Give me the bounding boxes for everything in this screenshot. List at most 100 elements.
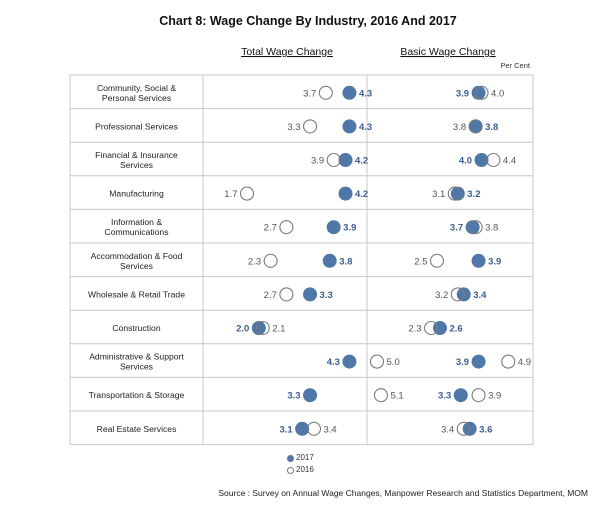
dot-2017-basic	[465, 220, 480, 235]
value-label-2016-basic: 4.4	[503, 156, 516, 167]
chart-title: Chart 8: Wage Change By Industry, 2016 A…	[159, 14, 457, 28]
dot-2017-basic	[471, 253, 486, 268]
legend-marker-2016	[287, 466, 294, 474]
legend-item-2017: 2017	[287, 452, 314, 464]
dot-2017-total	[342, 119, 357, 134]
value-label-2016-total: 3.4	[323, 424, 336, 435]
value-label-2017-total: 3.8	[339, 256, 352, 267]
dot-2017-basic	[456, 287, 471, 302]
dot-2016-basic	[429, 253, 445, 268]
value-label-2017-basic: 3.8	[485, 122, 498, 133]
value-label-2016-basic: 3.8	[485, 223, 498, 234]
category-label: Accommodation & Food Services	[91, 251, 183, 271]
dot-2017-total	[322, 253, 337, 268]
dot-2016-total	[263, 253, 278, 268]
dot-2016-total	[369, 354, 385, 369]
value-label-2017-basic: 3.6	[479, 424, 492, 435]
dot-2017-total	[338, 153, 353, 167]
dot-2016-basic	[447, 186, 462, 201]
table-border	[69, 74, 534, 446]
unit-label: Per Cent	[500, 61, 531, 70]
category-label: Construction	[112, 323, 160, 333]
dot-2016-basic	[424, 320, 439, 336]
value-label-2017-total: 4.3	[359, 88, 372, 99]
legend-label-2017: 2017	[296, 453, 314, 462]
value-label-2016-total: 1.7	[224, 189, 237, 200]
value-label-2017-total: 4.3	[327, 357, 340, 368]
category-label: Wholesale & Retail Trade	[88, 289, 185, 299]
dot-2017-total	[326, 220, 341, 235]
category-label: Real Estate Services	[97, 424, 177, 434]
dot-2016-total	[255, 320, 270, 336]
dot-2016-total	[239, 186, 255, 201]
dot-2017-total	[295, 421, 310, 436]
source-note: Source : Survey on Annual Wage Changes, …	[218, 488, 588, 498]
dot-2016-basic	[450, 287, 465, 302]
panel-heading-basic: Basic Wage Change	[400, 46, 495, 58]
value-label-2017-total: 2.0	[236, 324, 249, 335]
dot-2016-basic	[501, 354, 516, 369]
category-label: Information & Communications	[105, 217, 169, 237]
value-label-2016-basic: 4.9	[518, 357, 531, 368]
value-label-2016-basic: 3.9	[488, 391, 501, 402]
value-label-2016-basic: 3.1	[432, 189, 445, 200]
category-label: Administrative & Support Services	[89, 352, 184, 372]
category-label: Transportation & Storage	[89, 390, 185, 400]
value-label-2016-total: 2.1	[272, 324, 285, 335]
value-label-2017-total: 3.3	[320, 290, 333, 301]
dot-2016-basic	[471, 388, 486, 403]
dot-2016-total	[302, 119, 318, 134]
value-label-2017-basic: 3.2	[467, 189, 480, 200]
dot-2016-basic	[468, 220, 483, 235]
value-label-2017-basic: 3.7	[450, 223, 463, 234]
value-label-2017-basic: 3.9	[488, 256, 501, 267]
dot-2017-basic	[450, 186, 465, 201]
value-label-2017-basic: 3.3	[438, 391, 451, 402]
value-label-2017-total: 3.1	[279, 424, 293, 435]
category-label: Financial & Insurance Services	[95, 150, 178, 170]
legend-item-2016: 2016	[287, 464, 314, 476]
dot-2017-total	[342, 354, 357, 369]
value-label-2017-total: 4.3	[359, 122, 372, 133]
dot-2017-total	[303, 287, 318, 302]
dot-2016-total	[279, 287, 294, 302]
value-label-2017-basic: 3.9	[456, 357, 469, 368]
dot-2017-total	[338, 186, 353, 201]
dot-2016-total	[373, 388, 389, 403]
category-label: Community, Social & Personal Services	[97, 83, 176, 103]
category-label: Professional Services	[95, 121, 178, 131]
value-label-2017-basic: 3.9	[456, 88, 469, 99]
panel-heading-total: Total Wage Change	[241, 46, 333, 58]
value-label-2017-total: 4.2	[355, 189, 368, 200]
legend-label-2016: 2016	[296, 465, 314, 474]
value-label-2017-total: 4.2	[355, 156, 368, 167]
value-label-2016-total: 2.3	[248, 256, 261, 267]
dot-2017-total	[251, 321, 266, 335]
dot-2016-basic	[456, 421, 471, 436]
legend: 2017 2016	[287, 452, 314, 476]
value-label-2016-basic: 3.8	[453, 122, 466, 133]
category-label: Manufacturing	[109, 189, 164, 199]
dot-2016-basic	[468, 119, 483, 134]
value-label-2017-basic: 4.0	[459, 156, 472, 167]
dot-2016-basic	[486, 152, 501, 168]
dot-2016-basic	[474, 85, 489, 100]
value-label-2016-basic: 2.5	[414, 256, 427, 267]
value-label-2017-basic: 3.4	[473, 290, 487, 301]
value-label-2016-total: 2.7	[264, 290, 277, 301]
value-label-2016-total: 3.9	[311, 156, 324, 167]
dot-2016-total	[279, 220, 294, 235]
dot-2017-total	[342, 85, 357, 100]
value-label-2016-total: 5.0	[387, 357, 400, 368]
dot-2016-total	[326, 152, 341, 168]
legend-marker-2017	[287, 454, 294, 462]
dot-2016-total	[306, 421, 322, 436]
dot-2017-total	[303, 388, 318, 403]
value-label-2016-basic: 3.2	[435, 290, 448, 301]
dot-2017-basic	[474, 153, 489, 167]
value-label-2017-total: 3.9	[343, 223, 356, 234]
dot-2017-basic	[471, 85, 486, 100]
value-label-2016-basic: 2.3	[408, 324, 421, 335]
value-label-2016-total: 2.7	[264, 223, 277, 234]
